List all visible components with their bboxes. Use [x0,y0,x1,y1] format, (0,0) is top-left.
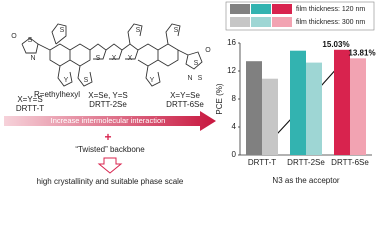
backbone-note: “Twisted” backbone [75,145,145,154]
down-arrow [97,157,123,174]
atom-label: S [136,27,141,34]
bar [350,58,366,155]
legend-label: film thickness: 300 nm [296,19,365,26]
legend-swatch [251,4,271,14]
r-group: R=ethylhexyl [34,90,80,99]
atom-label: S [174,27,179,34]
x-axis-label: N3 as the acceptor [272,176,339,185]
y-tick-label: 12 [227,66,236,75]
atom-label: S [198,75,203,82]
arrow-label: Increase intermolecular interaction [51,116,166,125]
atom-label: S [84,77,89,84]
variant-name: DRTT-2Se [89,100,127,109]
bar [334,49,350,155]
trend-arrow [4,111,216,131]
atom-label: S [28,37,33,44]
bar [290,50,306,156]
legend-swatch [230,17,250,27]
y-tick-label: 16 [227,38,236,47]
y-tick-label: 8 [232,94,237,103]
atom-label: Y [64,77,69,84]
x-tick-label: DRTT-T [248,158,276,167]
variant-atoms: X=Y=Se [170,91,200,100]
atom-label: O [11,33,17,40]
y-tick-label: 4 [232,122,237,131]
x-tick-label: DRTT-6Se [331,158,369,167]
legend-swatch [272,4,292,14]
atom-label: X [128,55,133,62]
value-label: 15.03% [322,40,349,49]
plus: + [104,130,111,144]
bar [246,61,262,156]
x-tick-label: DRTT-2Se [287,158,325,167]
atom-label: X [112,55,117,62]
y-axis-label: PCE (%) [215,83,224,114]
atom-label: N [187,75,192,82]
y-tick-label: 0 [232,150,237,159]
legend-swatch [230,4,250,14]
variant-atoms: X=Y=S [17,95,42,104]
bar [262,78,278,155]
variant-name: DRTT-T [16,104,44,113]
bar [306,62,322,155]
molecule-drawing [21,23,203,87]
legend-box [225,1,375,31]
atom-label: O [205,47,211,54]
legend-swatch [272,17,292,27]
atom-label: S [194,60,199,67]
variant-atoms: X=Se, Y=S [88,91,127,100]
variant-name: DRTT-6Se [166,100,204,109]
atom-label: Y [150,77,155,84]
atom-label: N [30,55,35,62]
graphic: R=ethylhexyl Increase intermolecular int… [4,1,376,186]
result-note: high crystallinity and suitable phase sc… [37,177,184,186]
value-label: 13.81% [348,48,375,57]
atom-label: S [60,27,65,34]
atom-label: S [96,55,101,62]
page: {"chart_data": {"type": "bar", "categori… [4,1,376,187]
legend-swatch [251,17,271,27]
legend-label: film thickness: 120 nm [296,6,365,13]
